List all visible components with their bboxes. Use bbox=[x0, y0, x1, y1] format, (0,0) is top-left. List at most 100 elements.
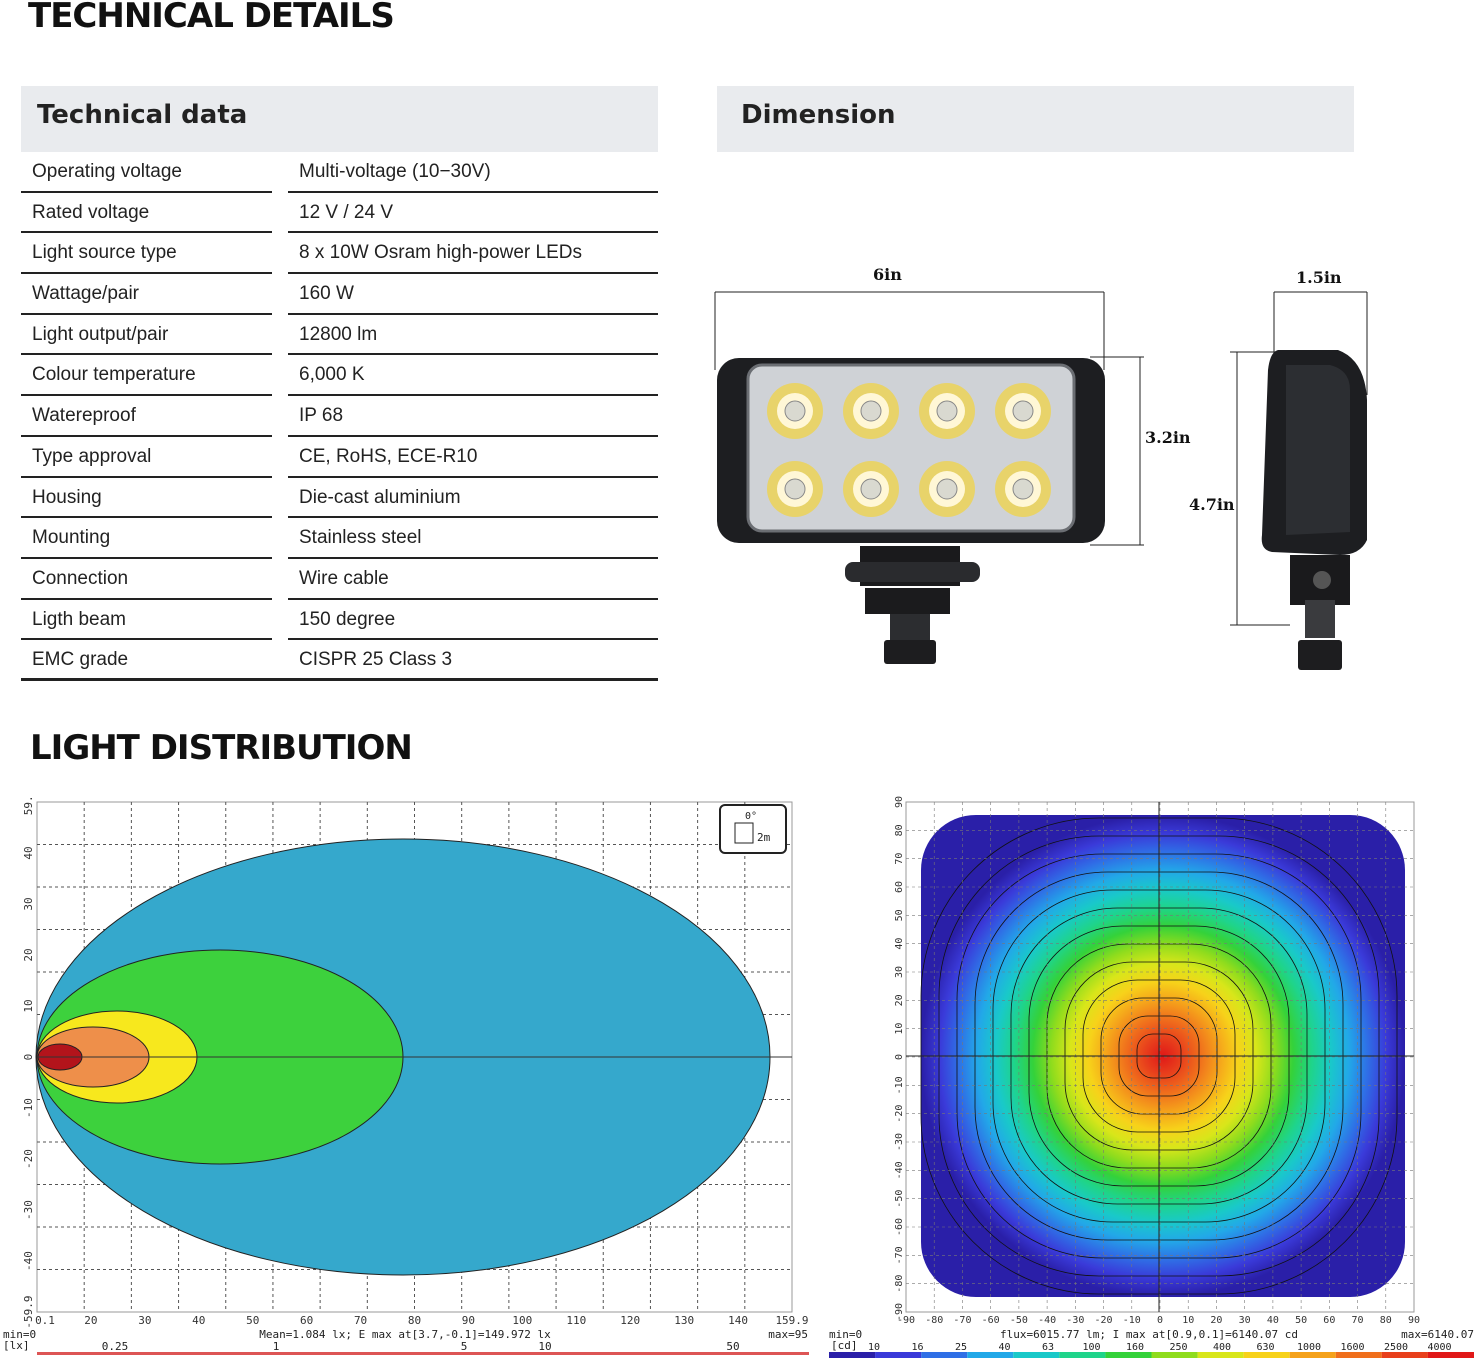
spec-row: Light output/pair 12800 lm bbox=[21, 315, 658, 356]
spec-value: Stainless steel bbox=[299, 527, 422, 549]
scale-label: 40 bbox=[998, 1342, 1010, 1353]
spec-row: Rated voltage 12 V / 24 V bbox=[21, 193, 658, 234]
dimension-width-label: 6in bbox=[873, 265, 902, 284]
x-tick-label: 40 bbox=[192, 1314, 205, 1327]
x-tick-label: -10 bbox=[1123, 1315, 1141, 1326]
x-tick-label: 120 bbox=[620, 1314, 640, 1327]
y-tick-label: 80 bbox=[894, 824, 905, 836]
y-tick-label: -10 bbox=[894, 1076, 905, 1094]
scale-label: 4000 bbox=[1427, 1342, 1451, 1353]
scale-label: 50 bbox=[726, 1340, 739, 1353]
scale-label: 63 bbox=[1042, 1342, 1054, 1353]
scale-swatch bbox=[1105, 1352, 1152, 1358]
scale-label: 400 bbox=[1213, 1342, 1231, 1353]
y-tick-label: 10 bbox=[22, 999, 35, 1012]
badge-angle: 0° bbox=[745, 811, 757, 822]
x-tick-label: 20 bbox=[1210, 1315, 1222, 1326]
spec-value: Wire cable bbox=[299, 567, 389, 589]
x-tick-label: -70 bbox=[953, 1315, 971, 1326]
scale-label: 25 bbox=[955, 1342, 967, 1353]
x-tick-label: 130 bbox=[674, 1314, 694, 1327]
y-tick-label: -70 bbox=[894, 1246, 905, 1264]
x-tick-label: 159.9 bbox=[775, 1314, 808, 1327]
spec-value: CISPR 25 Class 3 bbox=[299, 649, 453, 671]
lamp-front-view bbox=[717, 358, 1105, 664]
x-tick-label: 20 bbox=[84, 1314, 97, 1327]
spec-value: 6,000 K bbox=[299, 364, 365, 386]
stat-unit: [cd] bbox=[831, 1339, 858, 1352]
scale-swatch bbox=[1335, 1352, 1382, 1358]
y-tick-label: 40 bbox=[22, 846, 35, 859]
y-tick-label: 20 bbox=[22, 948, 35, 961]
spec-key: Colour temperature bbox=[32, 364, 196, 386]
x-tick-label: -30 bbox=[1066, 1315, 1084, 1326]
spec-key: Watereproof bbox=[32, 405, 136, 427]
scale-bar bbox=[37, 1352, 809, 1355]
x-tick-label: 60 bbox=[300, 1314, 313, 1327]
scale-swatch bbox=[1059, 1352, 1106, 1358]
y-tick-label: -60 bbox=[894, 1218, 905, 1236]
scale-swatch bbox=[1289, 1352, 1336, 1358]
y-tick-label: 60 bbox=[894, 881, 905, 893]
scale-label: 10 bbox=[868, 1342, 880, 1353]
x-tick-label: 100 bbox=[512, 1314, 532, 1327]
y-tick-label: -40 bbox=[894, 1161, 905, 1179]
x-tick-label: 50 bbox=[246, 1314, 259, 1327]
spec-value: IP 68 bbox=[299, 405, 344, 427]
spec-row: Operating voltage Multi-voltage (10−30V) bbox=[21, 152, 658, 193]
spec-value: 160 W bbox=[299, 283, 354, 305]
scale-label: 1000 bbox=[1297, 1342, 1321, 1353]
spec-key: Light source type bbox=[32, 242, 177, 264]
dimension-lens-height-label: 3.2in bbox=[1145, 428, 1191, 447]
x-tick-label: 0 bbox=[1157, 1315, 1163, 1326]
y-tick-label: 40 bbox=[894, 938, 905, 950]
technical-data-title: Technical data bbox=[37, 100, 248, 130]
y-tick-label: -20 bbox=[22, 1149, 35, 1169]
spec-key: Ligth beam bbox=[32, 608, 127, 630]
x-tick-label: 40 bbox=[1267, 1315, 1279, 1326]
spec-key: Wattage/pair bbox=[32, 283, 140, 305]
dimension-title: Dimension bbox=[741, 100, 896, 130]
y-tick-label: 50 bbox=[894, 909, 905, 921]
stat-min: min=0 bbox=[829, 1328, 862, 1341]
x-tick-label: 80 bbox=[1380, 1315, 1392, 1326]
y-tick-label: -40 bbox=[22, 1251, 35, 1271]
scale-label: 160 bbox=[1126, 1342, 1144, 1353]
scale-swatch bbox=[921, 1352, 968, 1358]
scale-label: 630 bbox=[1256, 1342, 1274, 1353]
technical-data-table: Operating voltage Multi-voltage (10−30V) R… bbox=[21, 152, 658, 681]
spec-key: EMC grade bbox=[32, 649, 129, 671]
x-tick-label: 90 bbox=[462, 1314, 475, 1327]
technical-data-header: Technical data bbox=[21, 86, 658, 152]
spec-row: Watereproof IP 68 bbox=[21, 396, 658, 437]
spec-key: Connection bbox=[32, 567, 129, 589]
y-tick-label: -30 bbox=[894, 1133, 905, 1151]
lamp-icon bbox=[734, 822, 754, 844]
x-tick-label: 10 bbox=[1182, 1315, 1194, 1326]
y-tick-label: -10 bbox=[22, 1098, 35, 1118]
dimension-header: Dimension bbox=[717, 86, 1354, 152]
spec-value: Multi-voltage (10−30V) bbox=[299, 161, 491, 182]
spec-value: 150 degree bbox=[299, 608, 396, 630]
x-tick-label: -60 bbox=[982, 1315, 1000, 1326]
x-tick-label: -20 bbox=[1095, 1315, 1113, 1326]
spec-row: Type approval CE, RoHS, ECE-R10 bbox=[21, 437, 658, 478]
stat-mean: Mean=1.084 lx; E max at[3.7,-0.1]=149.97… bbox=[259, 1328, 551, 1341]
dimension-total-height-label: 4.7in bbox=[1189, 495, 1235, 514]
spec-key: Light output/pair bbox=[32, 323, 169, 345]
y-tick-label: -30 bbox=[22, 1200, 35, 1220]
y-tick-label: 90 bbox=[894, 796, 905, 808]
scale-label: 0.25 bbox=[102, 1340, 129, 1353]
y-tick-label: -90 bbox=[894, 1303, 905, 1321]
y-tick-label: 10 bbox=[894, 1023, 905, 1035]
spec-key: Mounting bbox=[32, 527, 111, 549]
badge-distance: 2m bbox=[757, 831, 771, 844]
y-tick-label: 0 bbox=[22, 1054, 35, 1061]
y-tick-label: 20 bbox=[894, 994, 905, 1006]
spec-row: Connection Wire cable bbox=[21, 559, 658, 600]
spec-row: Light source type 8 x 10W Osram high-powe… bbox=[21, 233, 658, 275]
x-tick-label: 0.1 bbox=[35, 1314, 55, 1327]
x-tick-label: 140 bbox=[728, 1314, 748, 1327]
scale-swatch bbox=[1197, 1352, 1244, 1358]
scale-swatch bbox=[1427, 1352, 1474, 1358]
